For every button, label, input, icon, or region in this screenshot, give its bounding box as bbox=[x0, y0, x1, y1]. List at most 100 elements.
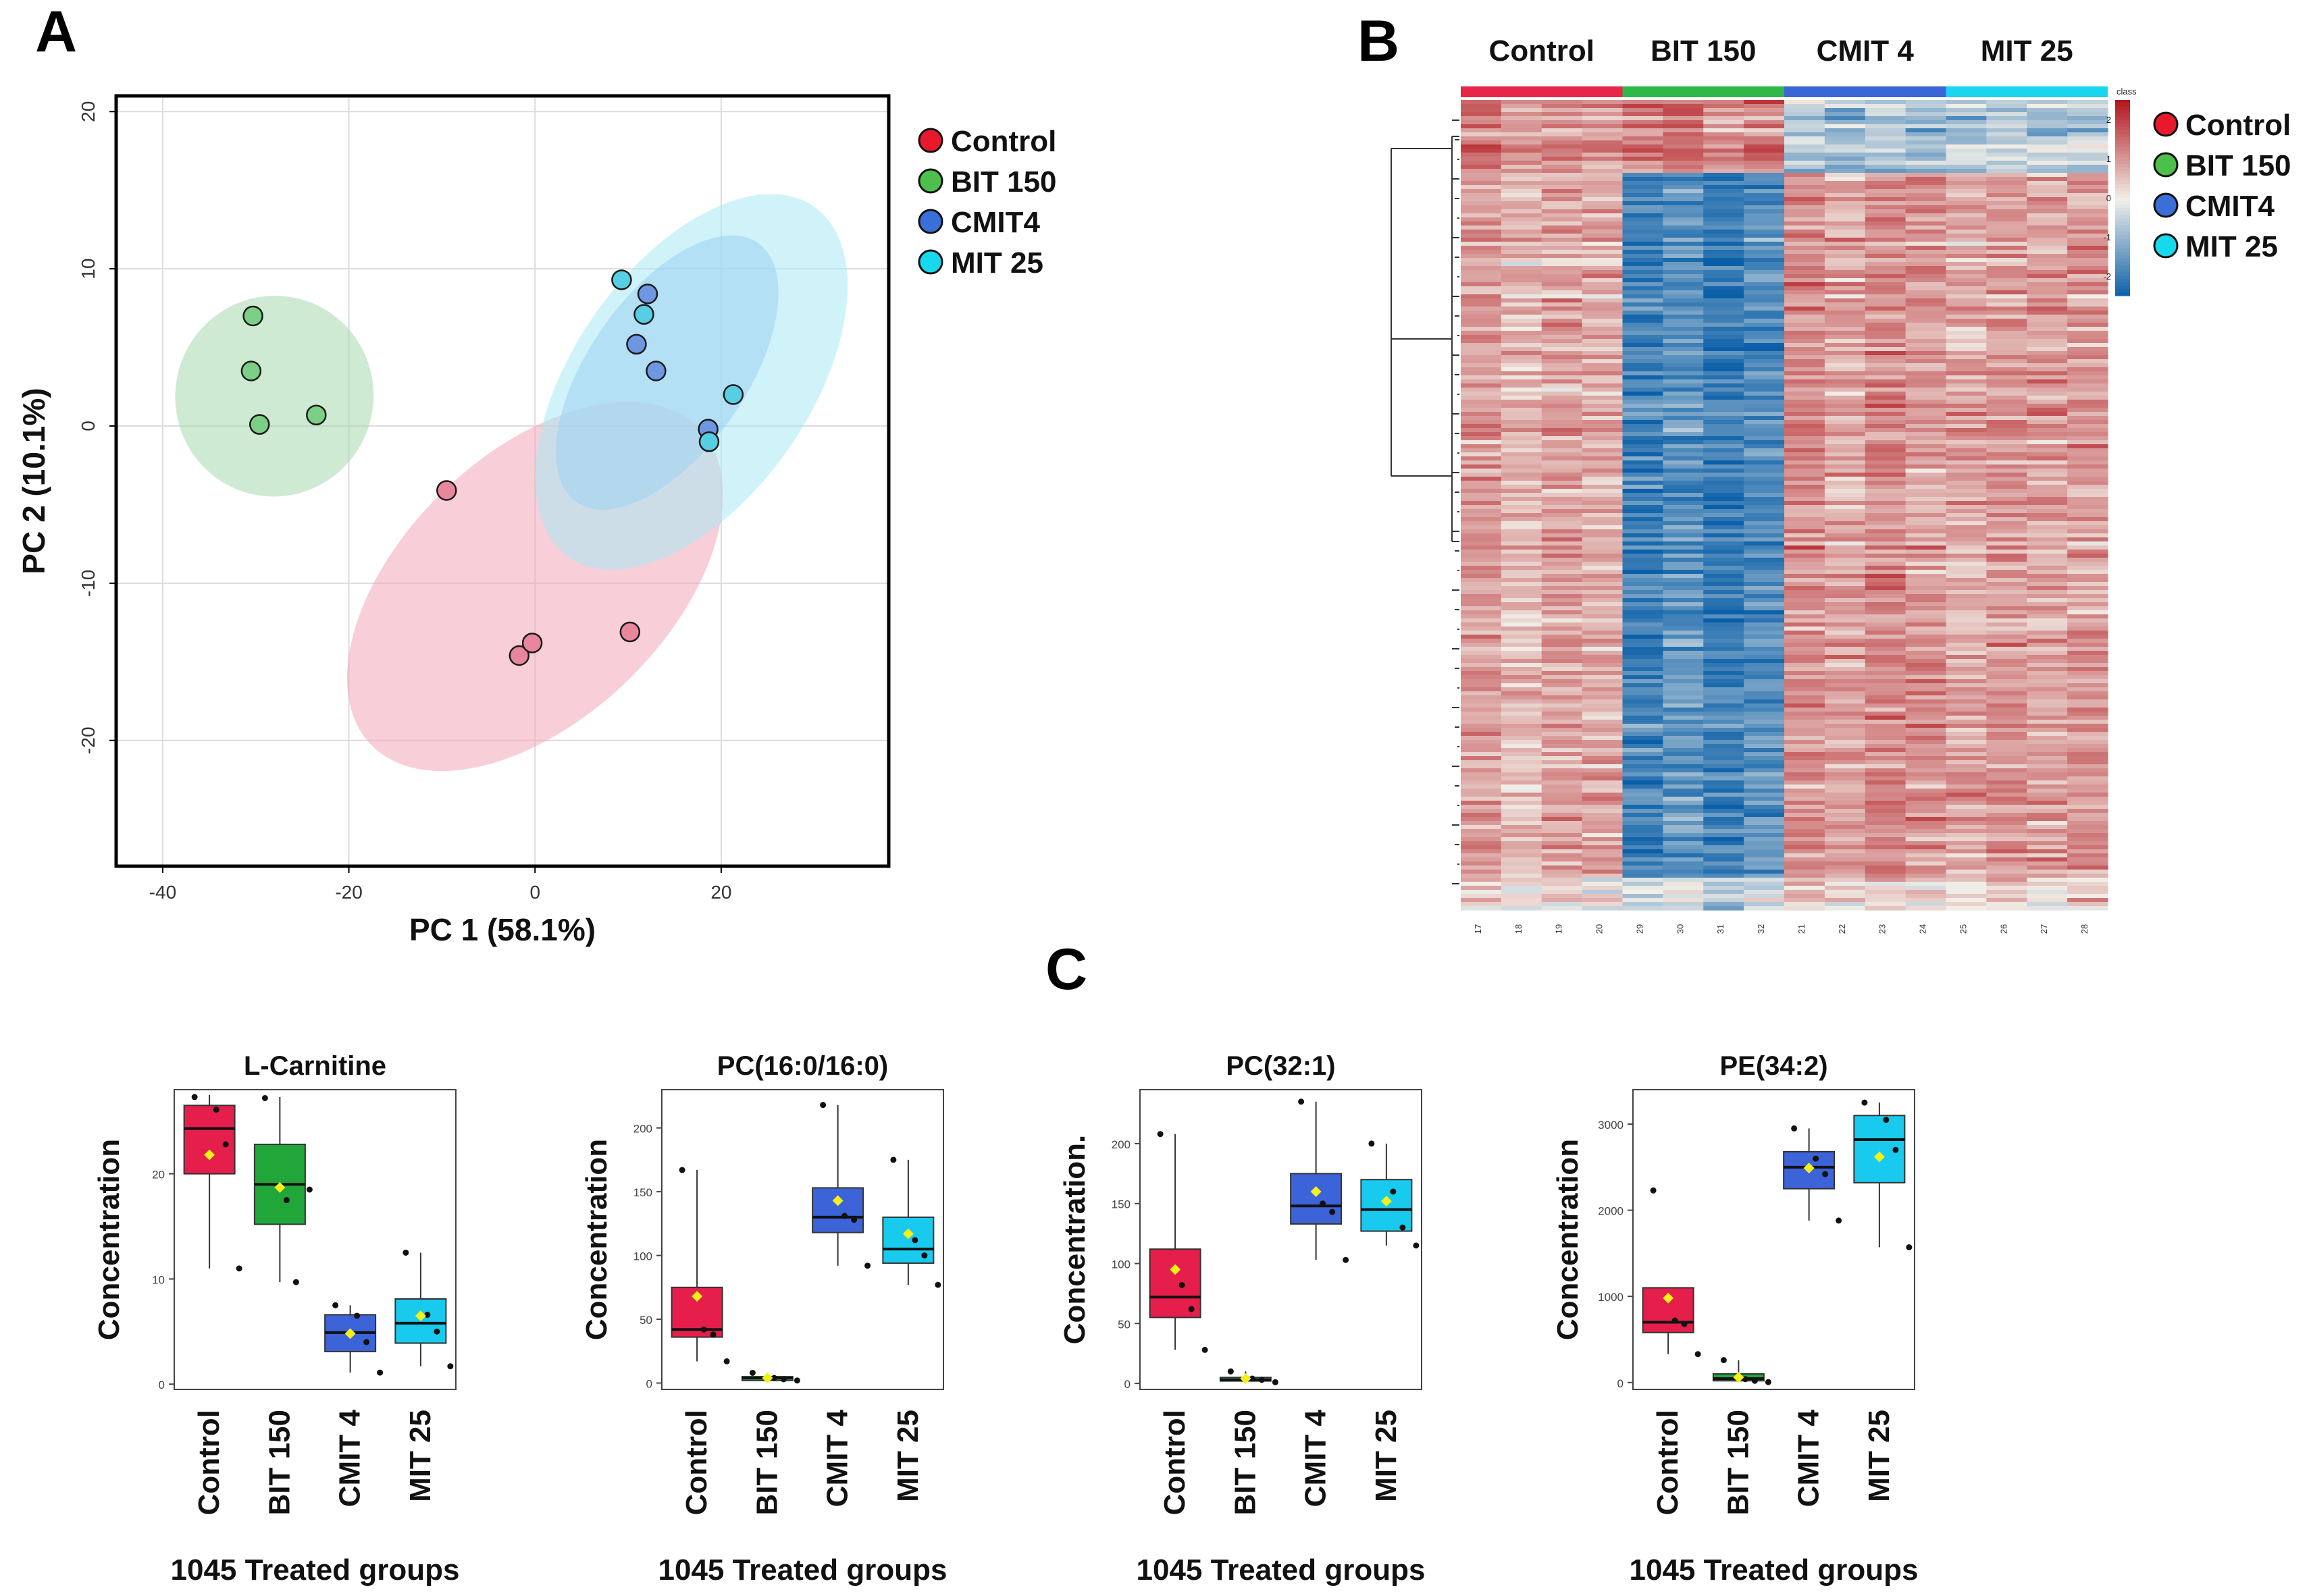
heatmap-cell bbox=[1622, 497, 1663, 502]
heatmap-cell bbox=[1865, 351, 1906, 356]
heatmap-cell bbox=[1461, 181, 1502, 186]
heatmap-cell bbox=[1622, 327, 1663, 331]
heatmap-cell bbox=[1986, 627, 2027, 631]
heatmap-cell bbox=[2027, 100, 2068, 105]
heatmap-cell bbox=[1824, 165, 1866, 169]
heatmap-cell bbox=[1784, 477, 1825, 481]
heatmap-cell bbox=[1865, 837, 1906, 842]
heatmap-cell bbox=[1865, 647, 1906, 651]
colorbar-step bbox=[2115, 127, 2130, 131]
heatmap-cell bbox=[1703, 132, 1744, 137]
heatmap-cell bbox=[1541, 460, 1583, 465]
heatmap-cell bbox=[1744, 319, 1785, 323]
heatmap-cell bbox=[2027, 586, 2068, 591]
heatmap-cell bbox=[1744, 902, 1785, 907]
heatmap-cell bbox=[1946, 878, 1987, 882]
heatmap-cell bbox=[1541, 744, 1583, 749]
heatmap-cell bbox=[1865, 128, 1906, 133]
heatmap-cell bbox=[1582, 509, 1624, 514]
heatmap-cell bbox=[1461, 525, 1502, 530]
heatmap-cell bbox=[1784, 724, 1825, 728]
heatmap-cell bbox=[1744, 323, 1785, 327]
heatmap-cell bbox=[1703, 140, 1744, 145]
heatmap-cell bbox=[1946, 521, 1987, 526]
heatmap-cell bbox=[2067, 622, 2108, 627]
heatmap-cell bbox=[1703, 849, 1744, 854]
heatmap-cell bbox=[1744, 343, 1785, 348]
heatmap-cell bbox=[1824, 493, 1866, 498]
heatmap-cell bbox=[1703, 456, 1744, 461]
heatmap-cell bbox=[1582, 537, 1624, 542]
heatmap-cell bbox=[1946, 537, 1987, 542]
heatmap-cell bbox=[1986, 853, 2027, 858]
heatmap-cell bbox=[2027, 606, 2068, 611]
heatmap-cell bbox=[1622, 728, 1663, 733]
heatmap-cell bbox=[2027, 736, 2068, 741]
heatmap-cell bbox=[1986, 294, 2027, 299]
heatmap-cell bbox=[1905, 266, 1947, 271]
heatmap-cell bbox=[1461, 513, 1502, 518]
heatmap-cell bbox=[1946, 290, 1987, 295]
heatmap-cell bbox=[1905, 489, 1947, 494]
heatmap-cell bbox=[1622, 367, 1663, 372]
heatmap-cell bbox=[1946, 388, 1987, 392]
boxplot-x-axis-title: 1045 Treated groups bbox=[1630, 1553, 1919, 1587]
colorbar-step bbox=[2115, 242, 2130, 246]
heatmap-cell bbox=[1461, 100, 1502, 105]
heatmap-cell bbox=[1824, 635, 1866, 639]
colorbar-step bbox=[2115, 221, 2130, 225]
heatmap-cell bbox=[1986, 392, 2027, 396]
heatmap-cell bbox=[1622, 813, 1663, 818]
heatmap-cell bbox=[1461, 104, 1502, 109]
heatmap-cell bbox=[1986, 594, 2027, 599]
heatmap-cell bbox=[1703, 416, 1744, 421]
heatmap-cell bbox=[1986, 784, 2027, 789]
heatmap-group-bar-mit-25 bbox=[1946, 86, 2108, 97]
heatmap-cell bbox=[1744, 829, 1785, 834]
heatmap-cell bbox=[1622, 197, 1663, 202]
heatmap-cell bbox=[2067, 347, 2108, 352]
heatmap-cell bbox=[1946, 489, 1987, 494]
heatmap-cell bbox=[1501, 379, 1542, 384]
heatmap-cell bbox=[1946, 359, 1987, 364]
heatmap-cell bbox=[1622, 392, 1663, 396]
heatmap-cell bbox=[1461, 238, 1502, 242]
heatmap-cell bbox=[2067, 436, 2108, 441]
heatmap-cell bbox=[1865, 278, 1906, 283]
heatmap-cell bbox=[1663, 639, 1704, 643]
heatmap-cell bbox=[1865, 651, 1906, 656]
heatmap-cell bbox=[1622, 606, 1663, 611]
heatmap-cell bbox=[1824, 586, 1866, 591]
pca-frame bbox=[114, 94, 891, 868]
heatmap-cell bbox=[1703, 477, 1744, 481]
heatmap-cell bbox=[1461, 894, 1502, 899]
heatmap-cell bbox=[1824, 161, 1866, 165]
heatmap-cell bbox=[1824, 209, 1866, 214]
heatmap-cell bbox=[1622, 651, 1663, 656]
colorbar-step bbox=[2115, 265, 2130, 269]
heatmap-cell bbox=[2067, 161, 2108, 165]
heatmap-cell bbox=[1541, 217, 1583, 222]
heatmap-cell bbox=[1622, 189, 1663, 194]
heatmap-cell bbox=[2067, 339, 2108, 344]
boxplot-category-label: MIT 25 bbox=[404, 1410, 437, 1502]
heatmap-cell bbox=[1582, 724, 1624, 728]
heatmap-cell bbox=[1865, 627, 1906, 631]
heatmap-cell bbox=[1824, 440, 1866, 445]
heatmap-cell bbox=[1824, 501, 1866, 506]
heatmap-cell bbox=[1663, 238, 1704, 242]
heatmap-cell bbox=[1905, 780, 1947, 785]
heatmap-cell bbox=[1986, 720, 2027, 724]
heatmap-cell bbox=[1461, 225, 1502, 230]
heatmap-cell bbox=[1663, 631, 1704, 635]
heatmap-cell bbox=[1865, 849, 1906, 854]
heatmap-cell bbox=[1501, 886, 1542, 890]
heatmap-cell bbox=[1703, 205, 1744, 210]
heatmap-cell bbox=[2027, 254, 2068, 259]
heatmap-cell bbox=[1905, 590, 1947, 595]
heatmap-cell bbox=[1986, 375, 2027, 380]
heatmap-cell bbox=[2027, 262, 2068, 267]
heatmap-cell bbox=[1703, 238, 1744, 242]
heatmap-cell bbox=[1541, 254, 1583, 259]
heatmap-cell bbox=[1784, 671, 1825, 676]
